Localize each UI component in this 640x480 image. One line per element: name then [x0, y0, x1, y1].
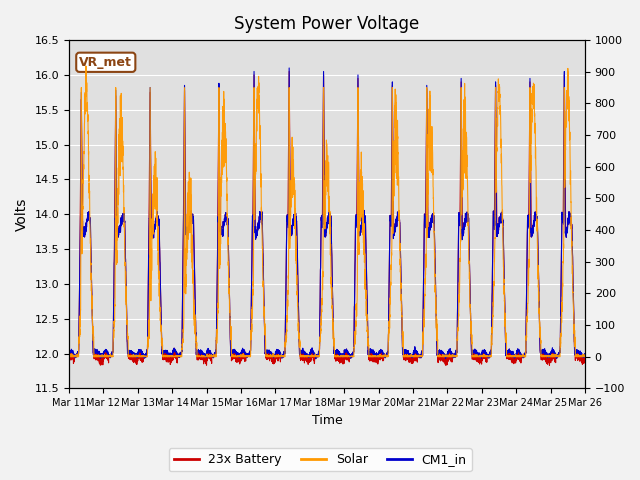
Text: VR_met: VR_met	[79, 56, 132, 69]
Y-axis label: Volts: Volts	[15, 198, 29, 231]
Title: System Power Voltage: System Power Voltage	[234, 15, 420, 33]
Legend: 23x Battery, Solar, CM1_in: 23x Battery, Solar, CM1_in	[168, 448, 472, 471]
X-axis label: Time: Time	[312, 414, 342, 427]
